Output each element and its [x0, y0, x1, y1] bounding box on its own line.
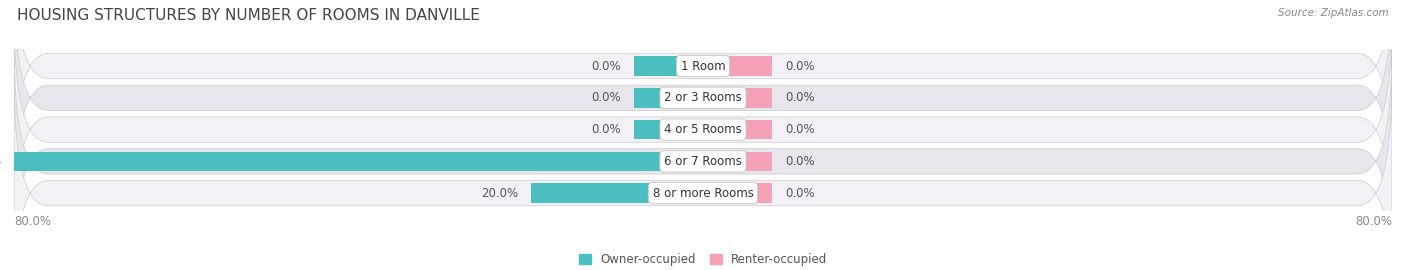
- Text: Source: ZipAtlas.com: Source: ZipAtlas.com: [1278, 8, 1389, 18]
- FancyBboxPatch shape: [14, 15, 1392, 244]
- Text: 20.0%: 20.0%: [481, 187, 517, 200]
- Text: 0.0%: 0.0%: [785, 155, 814, 168]
- Text: 1 Room: 1 Room: [681, 60, 725, 73]
- Bar: [634, 56, 703, 76]
- FancyBboxPatch shape: [14, 47, 1392, 270]
- Text: 0.0%: 0.0%: [592, 91, 621, 104]
- Bar: [14, 151, 703, 171]
- Text: 8 or more Rooms: 8 or more Rooms: [652, 187, 754, 200]
- Text: 0.0%: 0.0%: [592, 123, 621, 136]
- Text: 0.0%: 0.0%: [785, 60, 814, 73]
- Text: HOUSING STRUCTURES BY NUMBER OF ROOMS IN DANVILLE: HOUSING STRUCTURES BY NUMBER OF ROOMS IN…: [17, 8, 479, 23]
- FancyBboxPatch shape: [14, 79, 1392, 270]
- Text: 0.0%: 0.0%: [785, 123, 814, 136]
- Bar: [703, 56, 772, 76]
- Text: 6 or 7 Rooms: 6 or 7 Rooms: [664, 155, 742, 168]
- Text: 80.0%: 80.0%: [1355, 215, 1392, 228]
- Bar: [703, 151, 772, 171]
- Bar: [703, 120, 772, 139]
- Text: 0.0%: 0.0%: [785, 91, 814, 104]
- Bar: [634, 120, 703, 139]
- Bar: [531, 183, 703, 203]
- FancyBboxPatch shape: [14, 0, 1392, 212]
- Bar: [634, 88, 703, 108]
- Text: 80.0%: 80.0%: [14, 215, 51, 228]
- Text: 4 or 5 Rooms: 4 or 5 Rooms: [664, 123, 742, 136]
- Text: 2 or 3 Rooms: 2 or 3 Rooms: [664, 91, 742, 104]
- Text: 0.0%: 0.0%: [592, 60, 621, 73]
- Legend: Owner-occupied, Renter-occupied: Owner-occupied, Renter-occupied: [579, 253, 827, 266]
- FancyBboxPatch shape: [14, 0, 1392, 180]
- Text: 0.0%: 0.0%: [785, 187, 814, 200]
- Bar: [703, 88, 772, 108]
- Bar: [703, 183, 772, 203]
